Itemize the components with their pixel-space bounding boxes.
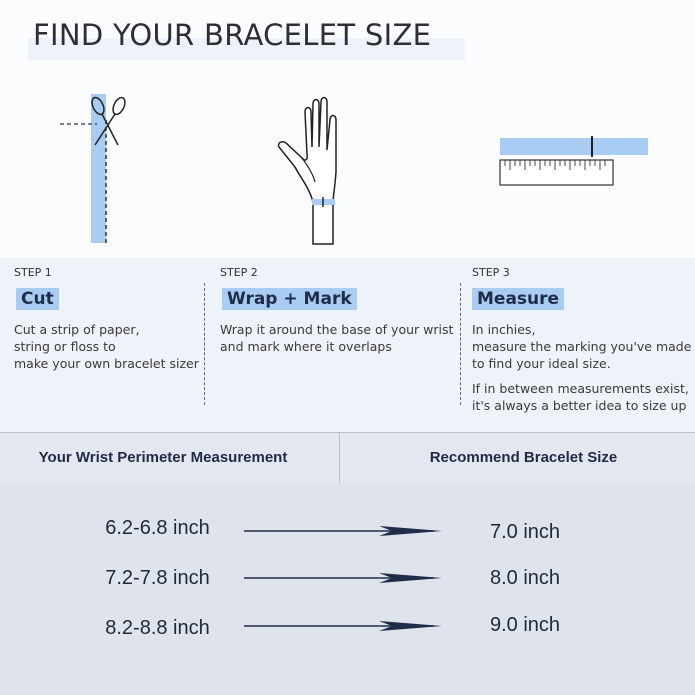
wrist-measurement: 8.2-8.8 inch	[105, 617, 210, 639]
arrow-right-icon	[244, 573, 442, 583]
step-description: Wrap it around the base of your wrist an…	[220, 321, 453, 355]
table-row: 8.2-8.8 inch 9.0 inch	[0, 614, 695, 647]
note-line: it's always a better idea to size up	[472, 398, 687, 413]
desc-line: Cut a strip of paper,	[14, 322, 140, 337]
bracelet-size: 9.0 inch	[489, 614, 561, 636]
steps-section: STEP 1 Cut Cut a strip of paper, string …	[0, 258, 695, 432]
dashed-divider	[460, 283, 461, 405]
wrist-measurement: 7.2-7.8 inch	[105, 567, 210, 589]
desc-line: In inchies,	[472, 322, 536, 337]
ruler-strip-icon	[499, 136, 648, 186]
step-description: Cut a strip of paper, string or floss to…	[14, 321, 199, 372]
step-number: STEP 2	[220, 266, 258, 279]
desc-line: string or floss to	[14, 339, 116, 354]
desc-line: and mark where it overlaps	[220, 339, 392, 354]
desc-line: measure the marking you've made	[472, 339, 692, 354]
table-row: 6.2-6.8 inch 7.0 inch	[0, 517, 695, 547]
wrist-measurement: 6.2-6.8 inch	[105, 517, 210, 539]
bracelet-size: 8.0 inch	[489, 567, 561, 589]
size-table-body: 6.2-6.8 inch 7.0 inch 7.2-7.8 inch 8.0 i…	[0, 483, 695, 695]
dashed-divider	[204, 283, 205, 405]
note-line: If in between measurements exist,	[472, 381, 689, 396]
step-description: In inchies, measure the marking you've m…	[472, 321, 691, 414]
desc-line: Wrap it around the base of your wrist	[220, 322, 454, 337]
desc-line: to find your ideal size.	[472, 356, 611, 371]
size-table-header: Your Wrist Perimeter Measurement Recomme…	[0, 432, 695, 484]
desc-line: make your own bracelet sizer	[14, 356, 199, 371]
bracelet-size: 7.0 inch	[489, 521, 561, 543]
header-size: Recommend Bracelet Size	[429, 449, 618, 466]
step-number: STEP 3	[472, 266, 510, 279]
header-divider	[339, 433, 340, 483]
header-wrist: Your Wrist Perimeter Measurement	[38, 449, 288, 466]
step-title: Wrap + Mark	[222, 288, 357, 310]
hand-wrist-icon	[277, 96, 337, 245]
arrow-right-icon	[244, 526, 442, 536]
page-title: FIND YOUR BRACELET SIZE	[33, 18, 432, 52]
table-row: 7.2-7.8 inch 8.0 inch	[0, 567, 695, 597]
step-title: Cut	[16, 288, 59, 310]
step-title: Measure	[472, 288, 565, 310]
arrow-right-icon	[244, 621, 442, 631]
scissors-strip-icon	[60, 94, 126, 243]
step-number: STEP 1	[14, 266, 52, 279]
